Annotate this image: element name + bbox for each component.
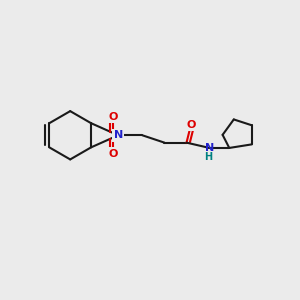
Text: O: O <box>109 149 118 159</box>
Text: N: N <box>114 130 123 140</box>
Text: N: N <box>205 143 214 153</box>
Text: O: O <box>109 112 118 122</box>
Text: H: H <box>204 152 212 162</box>
Text: O: O <box>186 120 196 130</box>
